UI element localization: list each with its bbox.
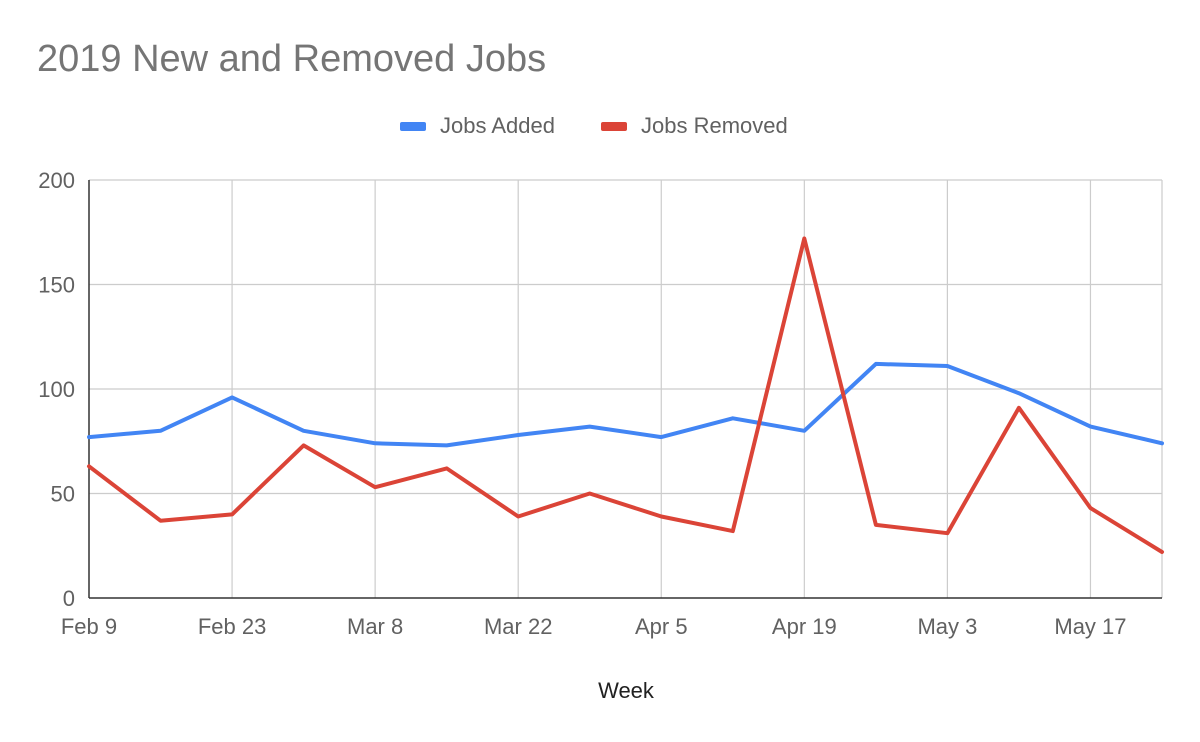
x-tick-label: May 17 [1054, 614, 1126, 639]
x-axis-title: Week [598, 678, 655, 703]
series-line-jobs-removed [87, 236, 1164, 554]
y-tick-label: 150 [38, 273, 75, 298]
legend-label-jobs-added: Jobs Added [440, 113, 555, 138]
y-tick-label: 100 [38, 377, 75, 402]
x-tick-label: Mar 8 [347, 614, 403, 639]
legend: Jobs Added Jobs Removed [0, 112, 1200, 140]
y-tick-label: 200 [38, 168, 75, 193]
series [87, 236, 1164, 554]
x-tick-label: Mar 22 [484, 614, 552, 639]
x-tick-label: May 3 [917, 614, 977, 639]
legend-item-jobs-added[interactable]: Jobs Added [400, 112, 555, 140]
legend-label-jobs-removed: Jobs Removed [641, 113, 788, 138]
legend-item-jobs-removed[interactable]: Jobs Removed [601, 112, 788, 140]
chart-title: 2019 New and Removed Jobs [37, 38, 547, 80]
x-tick-label: Feb 9 [61, 614, 117, 639]
y-tick-label: 50 [51, 482, 75, 507]
axes: 0 50 100 150 200 Feb 9 Feb 23 Mar 8 Mar 22 Apr 5 A… [38, 168, 1162, 639]
x-tick-label: Feb 23 [198, 614, 267, 639]
legend-swatch-jobs-removed [601, 121, 627, 131]
series-line-jobs-added [87, 361, 1164, 448]
legend-swatch-jobs-added [400, 121, 426, 131]
x-tick-label: Apr 19 [772, 614, 837, 639]
y-tick-label: 0 [63, 586, 75, 611]
grid [89, 179, 1163, 598]
x-tick-label: Apr 5 [635, 614, 688, 639]
